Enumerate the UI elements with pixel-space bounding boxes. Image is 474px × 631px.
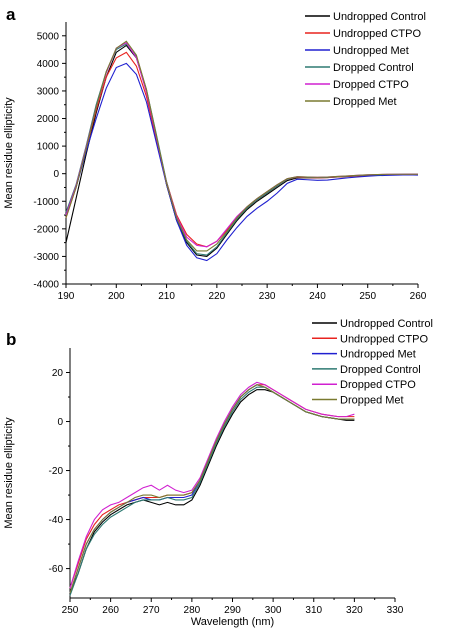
legend-entry: Dropped Control xyxy=(340,364,421,376)
y-tick-label: 20 xyxy=(52,368,64,379)
y-axis-title: Mean residue ellipticity xyxy=(3,97,15,209)
legend-entry: Undropped CTPO xyxy=(340,333,428,345)
y-tick-label: 1000 xyxy=(37,142,60,153)
y-tick-label: -2000 xyxy=(33,224,59,235)
y-tick-label: 0 xyxy=(57,417,63,428)
x-tick-label: 210 xyxy=(158,291,175,302)
y-tick-label: 5000 xyxy=(37,31,60,42)
legend-entry: Dropped Control xyxy=(333,62,414,74)
x-tick-label: 310 xyxy=(305,605,322,616)
y-tick-label: 3000 xyxy=(37,86,60,97)
series-line-dropped-met xyxy=(65,40,418,252)
legend-entry: Undropped Control xyxy=(340,318,433,330)
x-tick-label: 270 xyxy=(143,605,160,616)
x-tick-label: 290 xyxy=(224,605,241,616)
panel-letter-a: a xyxy=(6,5,16,24)
series-line-dropped-control xyxy=(69,386,355,596)
series-line-undropped-control xyxy=(69,389,355,594)
panel-a: a 190 200 210 220 230 240 250 260 -4000 -3000 -2000… xyxy=(3,5,427,302)
x-tick-label: 200 xyxy=(108,291,125,302)
legend-entry: Dropped Met xyxy=(340,395,404,407)
legend-entry: Undropped Met xyxy=(340,349,416,361)
x-tick-label: 230 xyxy=(259,291,276,302)
y-tick-label: -20 xyxy=(49,466,64,477)
x-tick-label: 220 xyxy=(209,291,226,302)
x-tick-label: 190 xyxy=(58,291,75,302)
series-line-undropped-met xyxy=(65,62,419,262)
y-axis-title: Mean residue ellipticity xyxy=(3,417,15,529)
panel-letter-b: b xyxy=(6,330,16,349)
x-tick-label: 240 xyxy=(309,291,326,302)
legend-entry: Undropped CTPO xyxy=(333,28,421,40)
series-line-dropped-met xyxy=(69,384,355,594)
x-tick-label: 320 xyxy=(346,605,363,616)
y-tick-label: -60 xyxy=(49,564,64,575)
legend-entry: Dropped CTPO xyxy=(340,379,416,391)
x-tick-label: 330 xyxy=(387,605,404,616)
x-axis-title: Wavelength (nm) xyxy=(191,616,274,628)
series-line-undropped-control xyxy=(65,44,418,257)
y-tick-label: -3000 xyxy=(33,252,59,263)
legend-entry: Dropped Met xyxy=(333,96,397,108)
y-tick-label: 2000 xyxy=(37,114,60,125)
series-line-undropped-met xyxy=(69,384,355,594)
y-tick-label: -4000 xyxy=(33,280,59,291)
x-tick-label: 250 xyxy=(359,291,376,302)
y-tick-label: -1000 xyxy=(33,197,59,208)
x-tick-label: 260 xyxy=(102,605,119,616)
y-tick-label: 4000 xyxy=(37,59,60,70)
x-tick-label: 260 xyxy=(410,291,427,302)
x-tick-label: 280 xyxy=(184,605,201,616)
legend-entry: Undropped Control xyxy=(333,11,426,23)
series-line-undropped-ctpo xyxy=(69,384,355,589)
x-tick-label: 300 xyxy=(265,605,282,616)
legend-entry: Undropped Met xyxy=(333,45,409,57)
series-line-dropped-control xyxy=(65,43,418,256)
y-tick-label: 0 xyxy=(53,169,59,180)
legend-entry: Dropped CTPO xyxy=(333,79,409,91)
series-line-dropped-ctpo xyxy=(69,381,355,589)
x-tick-label: 250 xyxy=(62,605,79,616)
y-tick-label: -40 xyxy=(49,515,64,526)
panel-b: b 250 260 270 280 290 300 310 320 330 -60 -40 -20 0 20… xyxy=(3,318,433,628)
